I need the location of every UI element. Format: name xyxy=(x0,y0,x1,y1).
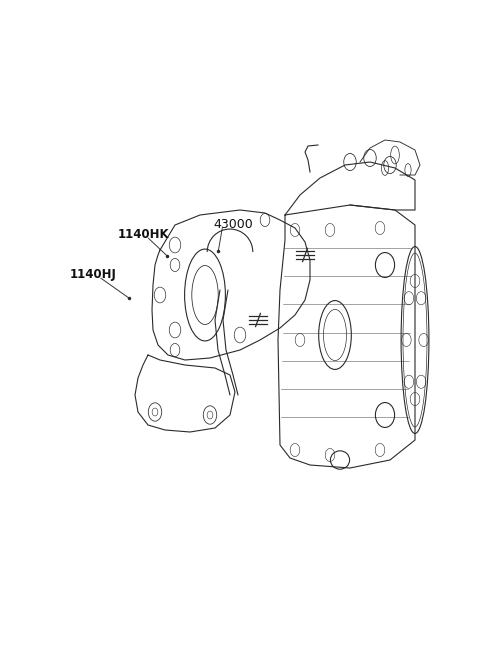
Text: 43000: 43000 xyxy=(214,218,253,231)
Text: 1140HK: 1140HK xyxy=(118,228,169,241)
Text: 1140HJ: 1140HJ xyxy=(70,268,117,281)
